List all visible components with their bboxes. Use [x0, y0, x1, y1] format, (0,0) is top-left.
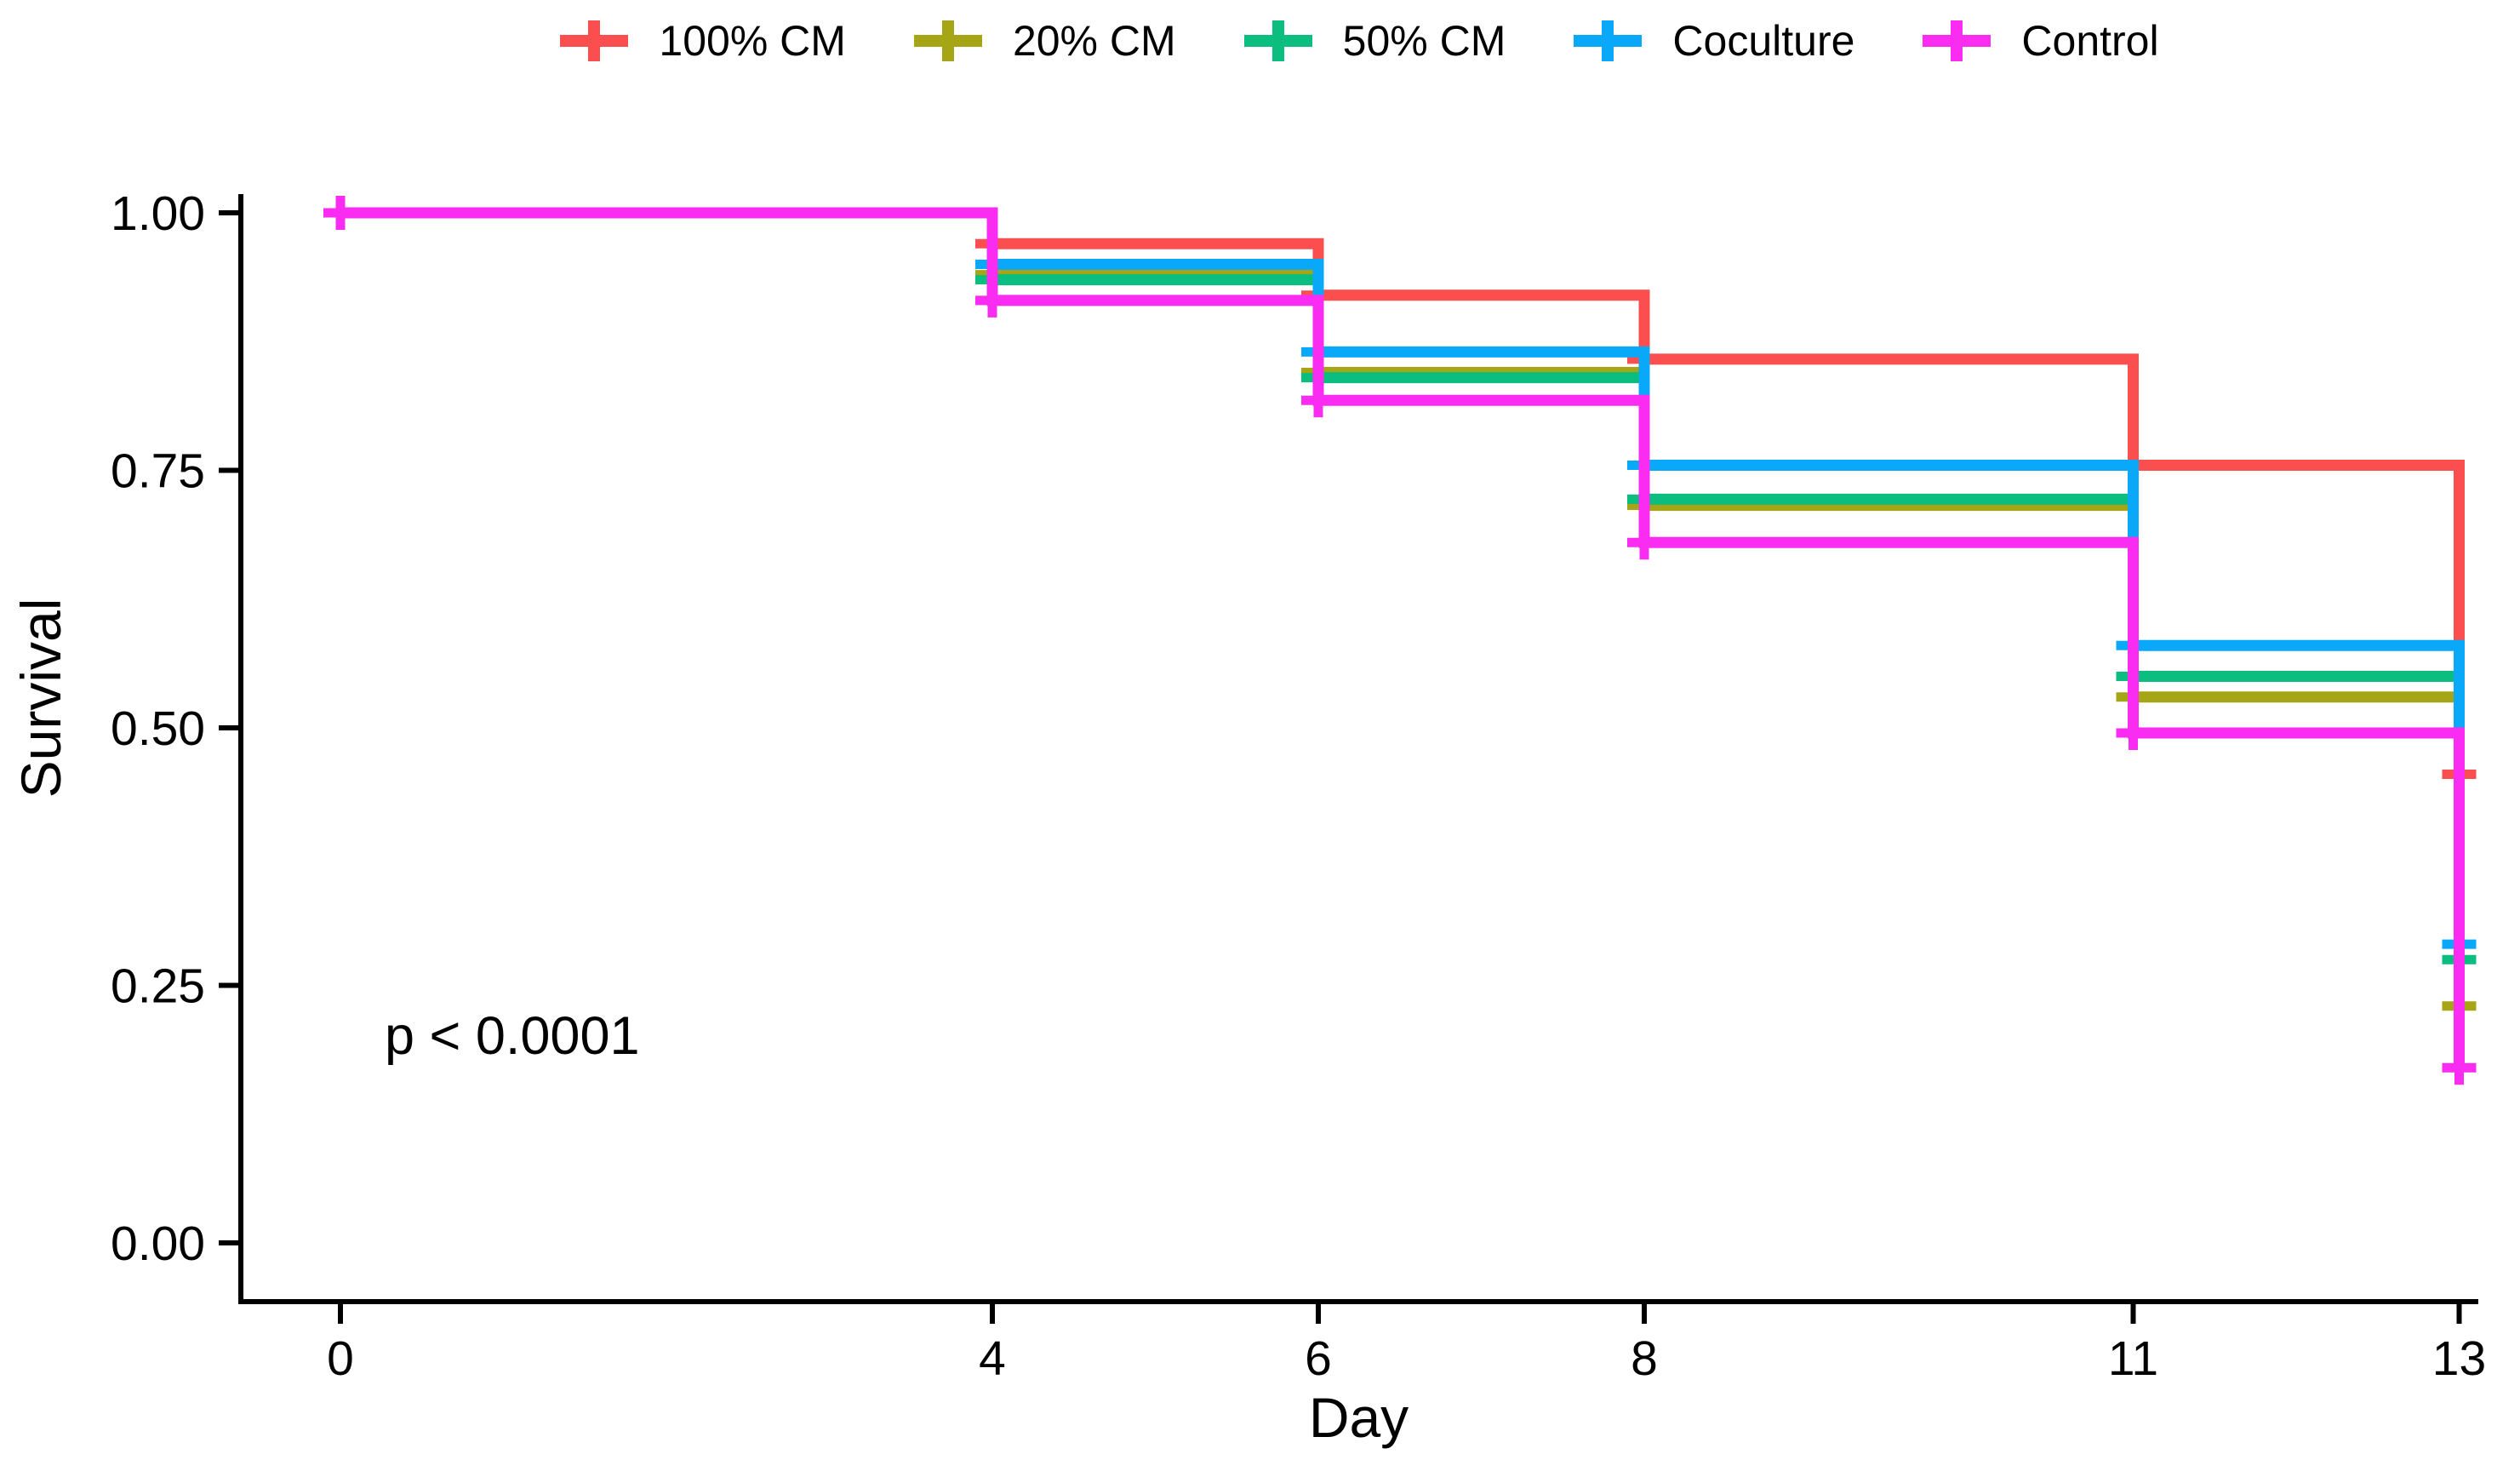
y-tick-label: 0.75 — [111, 444, 205, 499]
p-value-annotation: p < 0.0001 — [385, 1006, 640, 1066]
censor-mark — [1301, 383, 1335, 418]
legend-item-coculture: Coculture — [1572, 14, 1854, 67]
x-tick-label: 11 — [2108, 1331, 2158, 1386]
series-path-coculture — [340, 207, 2465, 945]
censor-mark — [1627, 525, 1661, 560]
series-path-20-cm — [340, 207, 2465, 1006]
legend-label: Coculture — [1672, 17, 1855, 65]
legend-key-plus-icon — [1574, 20, 1643, 61]
y-tick-label: 1.00 — [111, 186, 205, 241]
chart-legend: 100% CM 20% CM 50% CM Coculture Control — [241, 7, 2477, 75]
legend-key-plus-icon — [913, 20, 982, 61]
x-tick-label: 8 — [1631, 1331, 1658, 1386]
y-axis-label: Survival — [9, 598, 72, 799]
legend-label: Control — [2021, 17, 2159, 65]
legend-label: 50% CM — [1342, 17, 1506, 65]
censor-mark — [975, 283, 1009, 318]
legend-key-plus-icon — [1923, 20, 1991, 61]
series-path-100-cm — [340, 207, 2465, 775]
x-tick-label: 13 — [2432, 1331, 2486, 1386]
censor-mark — [2442, 1051, 2477, 1085]
x-tick-label: 6 — [1305, 1331, 1332, 1386]
y-tick-label: 0.50 — [111, 701, 205, 756]
legend-item-control: Control — [1921, 14, 2159, 67]
censor-mark — [323, 196, 357, 230]
y-tick-label: 0.25 — [111, 959, 205, 1014]
x-axis-label: Day — [1308, 1386, 1409, 1449]
y-tick-label: 0.00 — [111, 1217, 205, 1271]
legend-key-plus-icon — [1243, 20, 1312, 61]
x-tick-label: 0 — [327, 1331, 354, 1386]
legend-label: 100% CM — [659, 17, 846, 65]
legend-label: 20% CM — [1012, 17, 1176, 65]
legend-item-20-cm: 20% CM — [912, 14, 1176, 67]
censor-mark — [2116, 716, 2151, 751]
x-tick-label: 4 — [979, 1331, 1006, 1386]
legend-item-50-cm: 50% CM — [1243, 14, 1506, 67]
series-path-control — [340, 207, 2465, 1068]
legend-key-plus-icon — [560, 20, 629, 61]
legend-item-100-cm: 100% CM — [558, 14, 846, 67]
series-path-50-cm — [340, 207, 2465, 960]
